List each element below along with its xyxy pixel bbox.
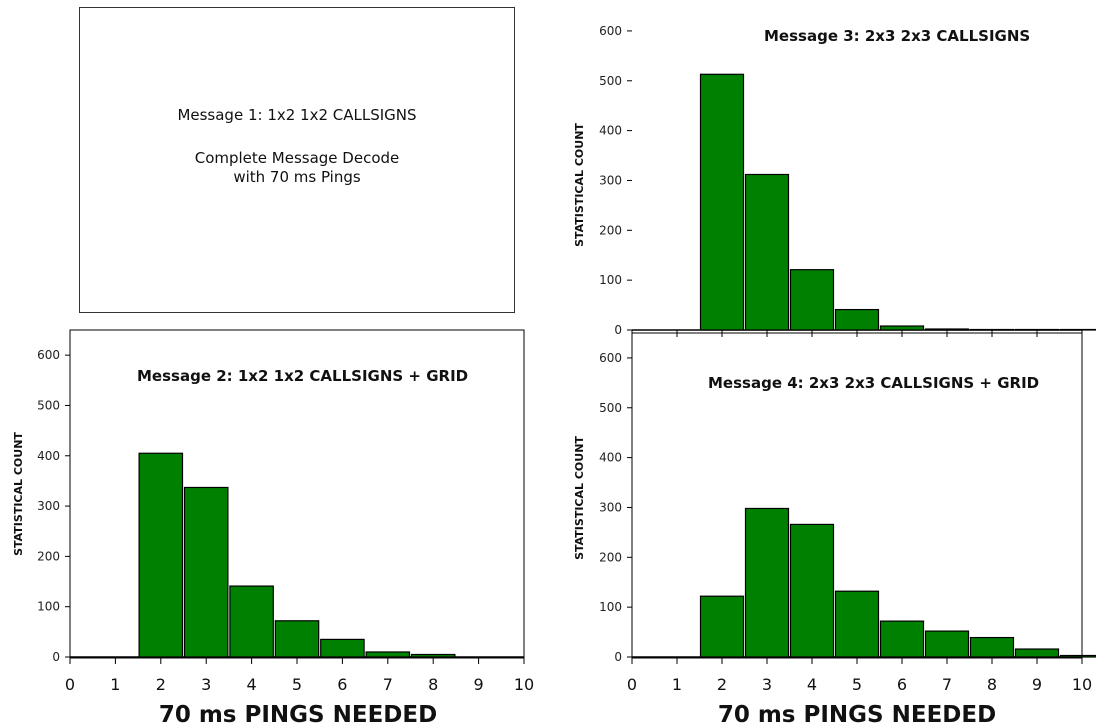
- x-tick-label: 2: [717, 675, 727, 694]
- chart-2: 0 100 200 300 400 500 600 0 1 2 3 4 5 6 7 8 9 10 Message 2…: [12, 329, 534, 727]
- y-tick-label: 0: [614, 650, 622, 664]
- bar-10: [1059, 654, 1096, 658]
- x-tick-label: 8: [987, 675, 997, 694]
- bar-4: [229, 585, 274, 658]
- bar-5: [834, 308, 880, 331]
- y-axis-label: STATISTICAL COUNT: [573, 436, 586, 560]
- bar-5: [834, 590, 880, 658]
- bar-6: [320, 638, 365, 658]
- bar-7: [365, 651, 411, 658]
- bar-8: [410, 653, 456, 658]
- bar-3: [744, 507, 790, 658]
- bar-5: [274, 620, 320, 658]
- bar-9: [1014, 648, 1060, 658]
- x-tick-label: 4: [807, 675, 817, 694]
- x-tick-label: 7: [942, 675, 952, 694]
- y-tick-label: 100: [37, 600, 60, 614]
- y-tick-label: 500: [599, 74, 622, 88]
- y-tick-label: 100: [599, 600, 622, 614]
- x-tick-label: 3: [201, 675, 211, 694]
- x-tick-label: 5: [852, 675, 862, 694]
- y-tick-label: 0: [52, 650, 60, 664]
- x-tick-label: 9: [1032, 675, 1042, 694]
- chart-title: Message 2: 1x2 1x2 CALLSIGNS + GRID: [137, 367, 468, 385]
- x-tick-label: 6: [337, 675, 347, 694]
- bar-3: [744, 173, 790, 331]
- y-tick-label: 100: [599, 273, 622, 287]
- x-axis-label: 70 ms PINGS NEEDED: [159, 702, 437, 727]
- chart-title: Message 3: 2x3 2x3 CALLSIGNS: [764, 27, 1030, 45]
- bar-8: [969, 636, 1015, 658]
- x-tick-label: 7: [383, 675, 393, 694]
- y-tick-label: 600: [37, 348, 60, 362]
- info-panel-message-1: Message 1: 1x2 1x2 CALLSIGNS Complete Me…: [79, 7, 515, 313]
- chart-title: Message 4: 2x3 2x3 CALLSIGNS + GRID: [708, 374, 1039, 392]
- x-tick-label: 10: [514, 675, 534, 694]
- info-title: Message 1: 1x2 1x2 CALLSIGNS: [177, 106, 417, 124]
- bar-4: [789, 523, 835, 658]
- bar-9: [1014, 328, 1060, 331]
- y-tick-label: 300: [37, 499, 60, 513]
- bar-2: [699, 595, 745, 658]
- x-tick-label: 4: [247, 675, 257, 694]
- chart-4: 0 100 200 300 400 500 600 0 1 2 3 4 5 6 7 8 9 10 Message 4…: [573, 332, 1096, 727]
- x-tick-label: 9: [474, 675, 484, 694]
- x-tick-label: 10: [1072, 675, 1092, 694]
- bar-6: [879, 620, 925, 658]
- bar-6: [879, 325, 925, 331]
- bar-2: [699, 73, 745, 331]
- y-tick-label: 200: [37, 549, 60, 563]
- bar-10: [1059, 328, 1096, 331]
- y-tick-label: 300: [599, 173, 622, 187]
- y-tick-label: 300: [599, 500, 622, 514]
- bar-4: [789, 269, 835, 331]
- y-axis-label: STATISTICAL COUNT: [12, 432, 25, 556]
- info-line-1: Complete Message Decode: [194, 149, 400, 167]
- x-axis-label: 70 ms PINGS NEEDED: [718, 702, 996, 727]
- y-tick-label: 200: [599, 223, 622, 237]
- x-tick-label: 1: [672, 675, 682, 694]
- y-tick-label: 0: [614, 323, 622, 337]
- y-tick-label: 600: [599, 24, 622, 38]
- bar-7: [924, 328, 970, 331]
- x-tick-label: 8: [428, 675, 438, 694]
- chart-3: 0 100 200 300 400 500 600 Message 3: 2x3 2x3 CA…: [573, 24, 1096, 337]
- y-axis-label: STATISTICAL COUNT: [573, 123, 586, 247]
- info-line-2: with 70 ms Pings: [233, 168, 361, 186]
- bar-7: [924, 630, 970, 658]
- y-tick-label: 400: [599, 451, 622, 465]
- x-tick-label: 6: [897, 675, 907, 694]
- bar-2: [138, 452, 184, 658]
- y-tick-label: 500: [37, 398, 60, 412]
- x-tick-label: 0: [627, 675, 637, 694]
- bar-3: [183, 486, 229, 658]
- x-tick-label: 3: [762, 675, 772, 694]
- x-tick-label: 2: [156, 675, 166, 694]
- y-tick-label: 600: [599, 351, 622, 365]
- y-tick-label: 400: [37, 449, 60, 463]
- y-tick-label: 500: [599, 401, 622, 415]
- x-tick-label: 0: [65, 675, 75, 694]
- bar-8: [969, 328, 1015, 331]
- x-tick-label: 5: [292, 675, 302, 694]
- x-tick-label: 1: [110, 675, 120, 694]
- y-tick-label: 200: [599, 550, 622, 564]
- y-tick-label: 400: [599, 124, 622, 138]
